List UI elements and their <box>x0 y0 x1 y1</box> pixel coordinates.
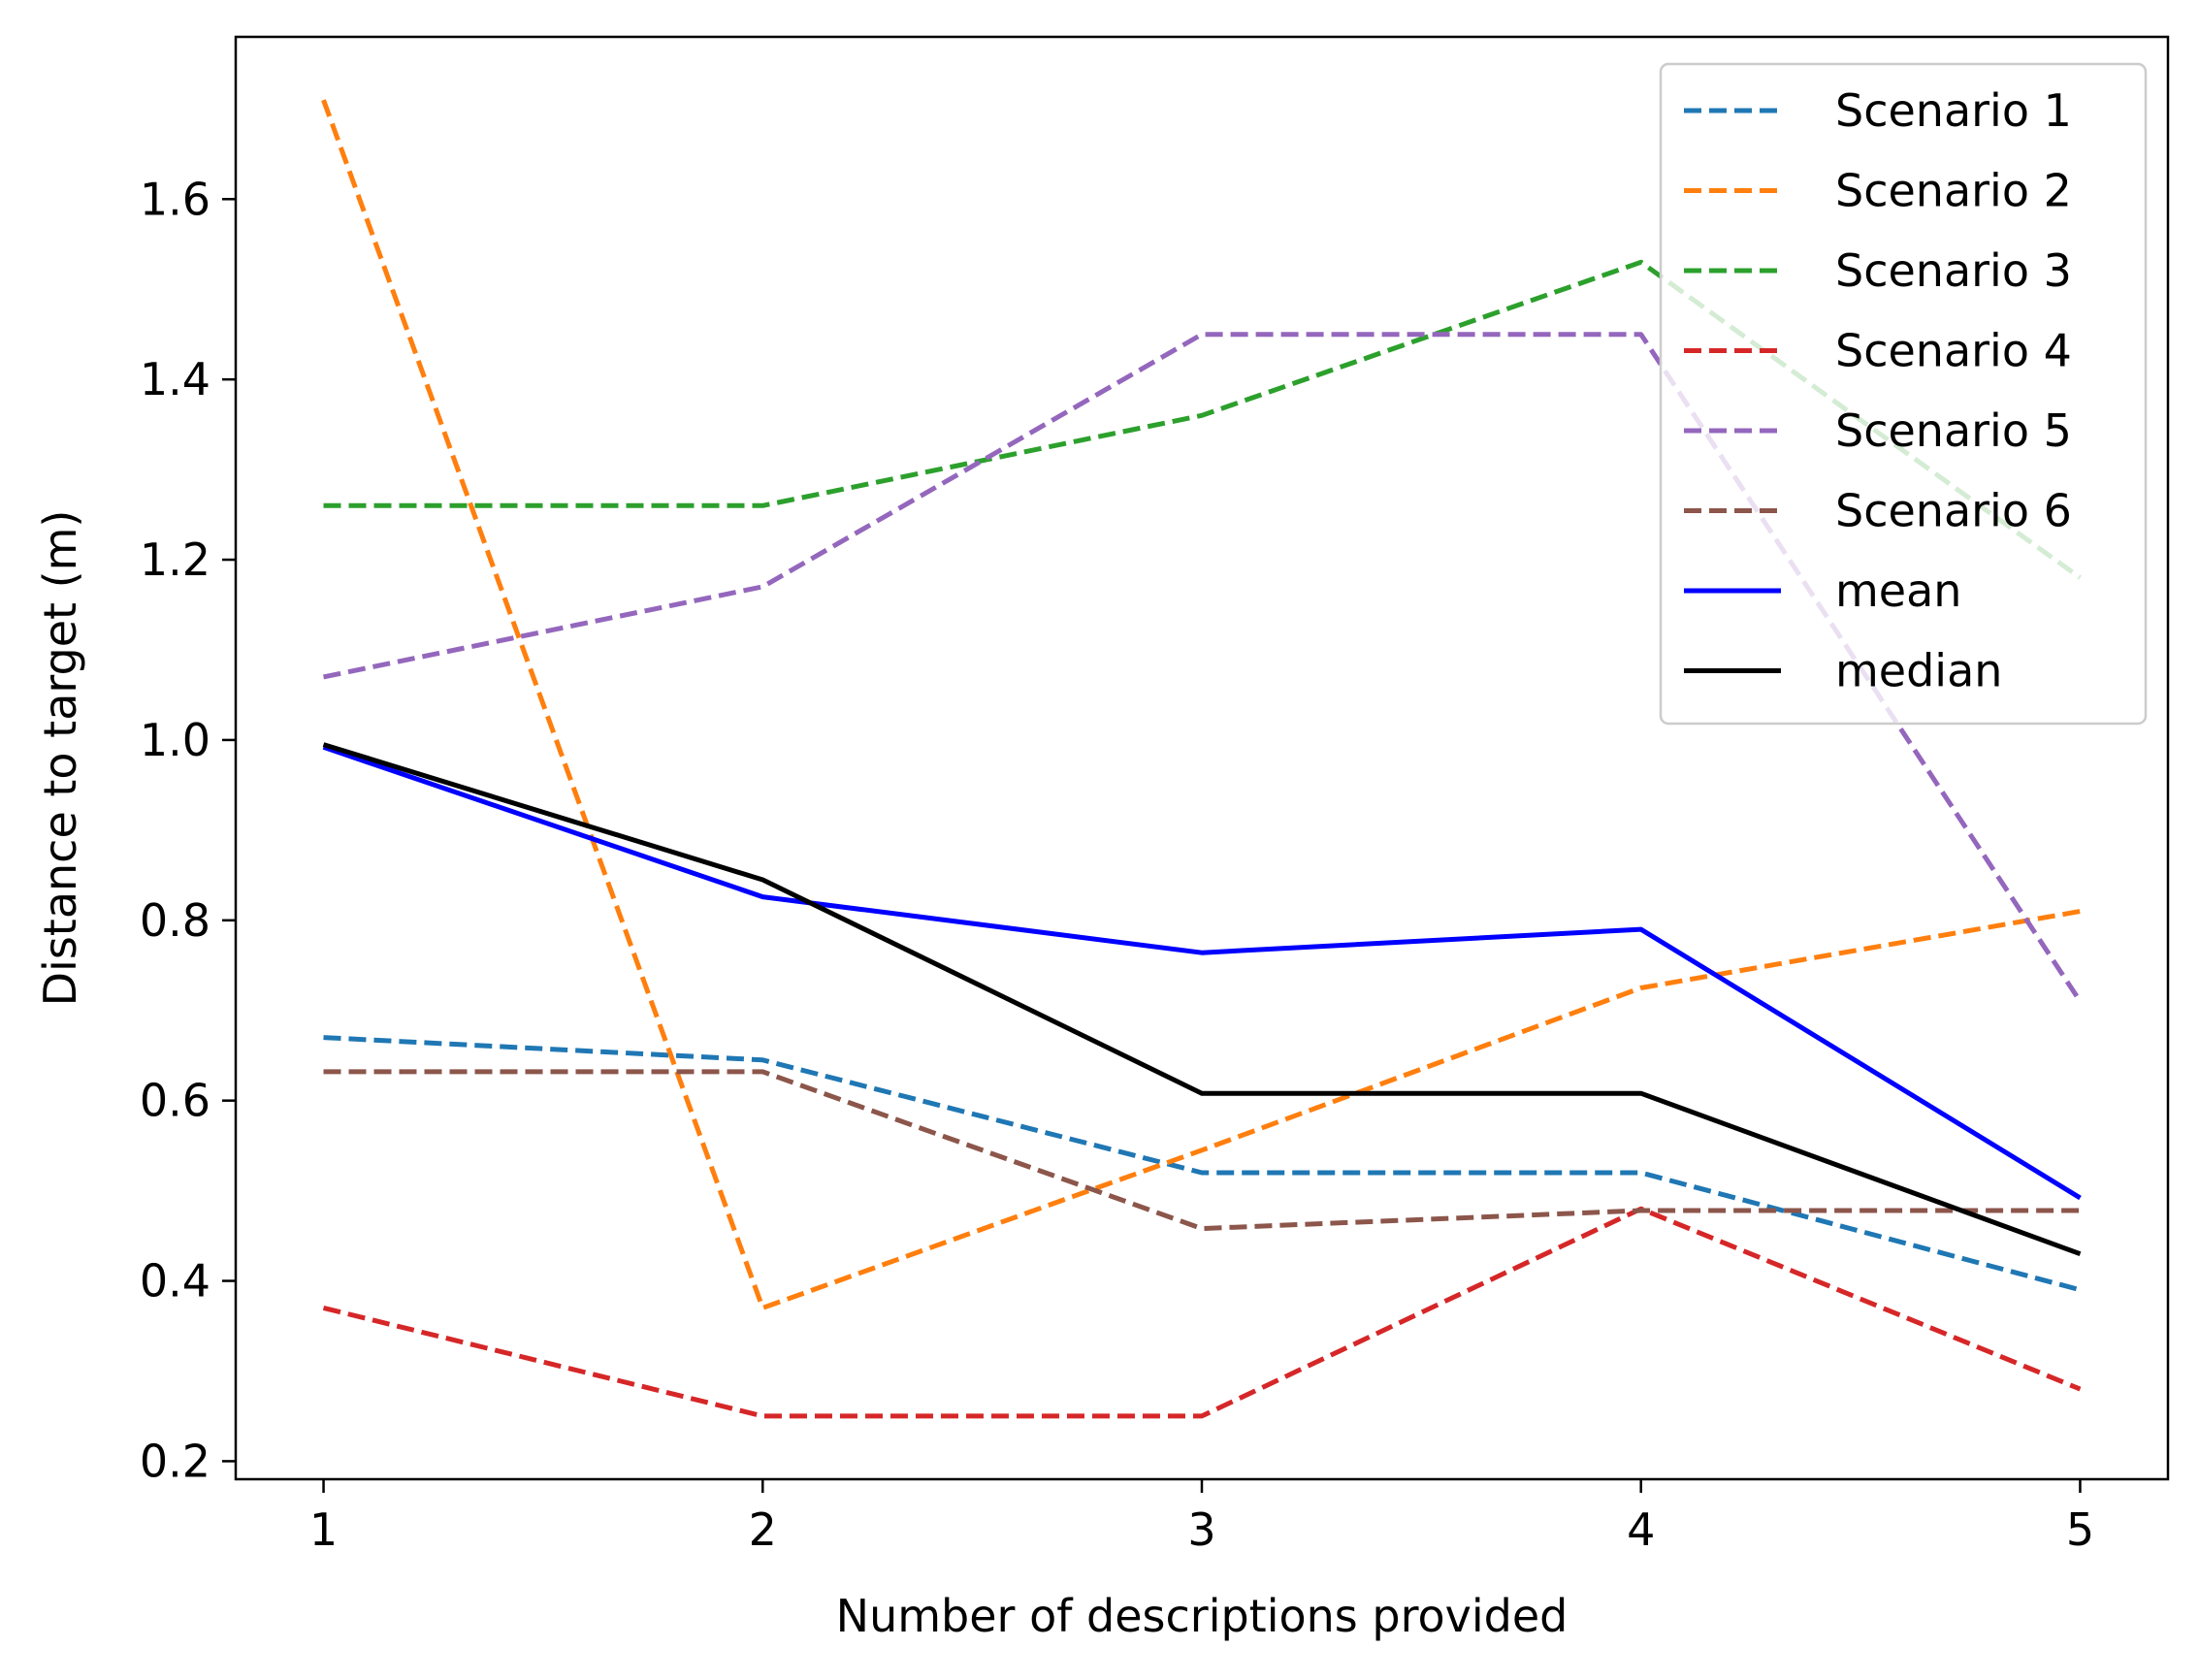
legend: Scenario 1 Scenario 2 Scenario 3 Scenario 4… <box>1659 62 2148 726</box>
series-line-scenario-4 <box>322 1206 2082 1419</box>
series-line-scenario-6 <box>323 1069 2081 1232</box>
legend-label: Scenario 5 <box>1835 404 2072 457</box>
legend-label: Scenario 3 <box>1835 244 2072 297</box>
y-axis: 0.2 0.4 0.6 0.8 1.0 1.2 1.4 1.6 <box>140 173 236 1487</box>
y-tick-label: 0.4 <box>140 1255 210 1308</box>
series-layer <box>321 99 2083 1419</box>
y-axis-label: Distance to target (m) <box>34 510 86 1007</box>
series-line-median <box>322 742 2082 1257</box>
legend-label: Scenario 6 <box>1835 485 2072 537</box>
series-line-scenario-2 <box>321 99 2081 1310</box>
series-line-mean <box>322 744 2082 1201</box>
y-tick-label: 0.6 <box>140 1075 210 1127</box>
legend-label: Scenario 4 <box>1835 325 2072 377</box>
x-axis: 1 2 3 4 5 <box>309 1479 2094 1556</box>
y-tick-label: 1.2 <box>140 533 210 586</box>
x-tick-label: 2 <box>749 1503 777 1556</box>
series-line-scenario-1 <box>323 1035 2082 1293</box>
y-tick-label: 0.8 <box>140 894 210 947</box>
legend-label: mean <box>1835 565 1961 617</box>
y-tick-label: 1.0 <box>140 714 210 766</box>
legend-label: Scenario 2 <box>1835 165 2072 217</box>
legend-label: Scenario 1 <box>1835 84 2072 137</box>
y-tick-label: 1.4 <box>140 353 210 405</box>
x-tick-label: 5 <box>2066 1503 2094 1556</box>
x-tick-label: 3 <box>1187 1503 1215 1556</box>
x-axis-label: Number of descriptions provided <box>836 1590 1568 1642</box>
x-tick-label: 1 <box>309 1503 338 1556</box>
series-line-scenario-3 <box>323 259 2082 580</box>
legend-box <box>1659 62 2148 726</box>
y-tick-label: 0.2 <box>140 1435 210 1487</box>
x-tick-label: 4 <box>1627 1503 1655 1556</box>
legend-label: median <box>1835 645 2002 697</box>
y-tick-label: 1.6 <box>140 173 210 225</box>
